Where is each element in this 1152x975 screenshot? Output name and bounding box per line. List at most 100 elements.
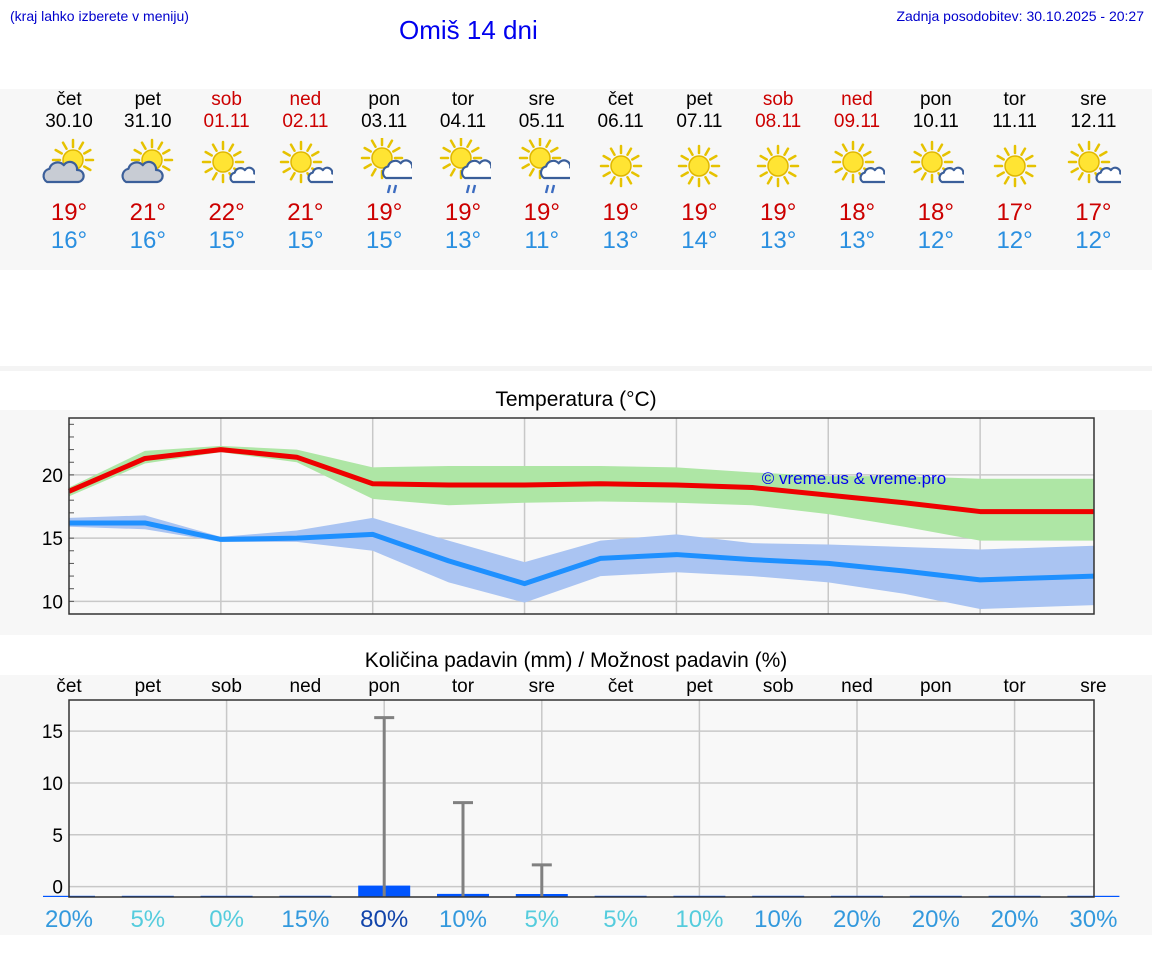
day-date: 09.11 — [833, 111, 881, 132]
max-temp-line — [68, 447, 1094, 515]
day-date: 12.11 — [1070, 111, 1117, 132]
min-temp: 12° — [917, 227, 954, 254]
sunny-icon — [599, 144, 642, 188]
min-temp: 13° — [602, 227, 639, 254]
precip-probability: 20% — [833, 906, 881, 933]
y-tick-label: 10 — [42, 774, 63, 795]
min-temp: 15° — [366, 227, 403, 254]
max-temp: 21° — [129, 199, 166, 226]
x-category-label: tor — [1004, 676, 1027, 697]
temperature-chart-title: Temperatura (°C) — [495, 388, 657, 411]
day-name: pet — [134, 89, 161, 110]
max-temp: 18° — [838, 199, 876, 226]
divider — [0, 366, 1152, 371]
day-name: sob — [762, 89, 794, 110]
max-temp: 17° — [1075, 199, 1112, 226]
mostly-sunny-icon — [280, 140, 334, 184]
forecast-day: sre 05.11 19° 11° — [497, 89, 587, 255]
y-tick-label: 15 — [42, 529, 63, 550]
precip-probability: 0% — [209, 906, 244, 933]
plot-frame — [68, 699, 1095, 898]
x-category-label: čet — [56, 676, 82, 697]
min-temp: 12° — [996, 227, 1033, 254]
day-date: 06.11 — [597, 111, 644, 132]
min-temp-line — [69, 520, 1095, 587]
forecast-day: sob 08.11 19° 13° — [733, 89, 823, 255]
min-temp: 13° — [760, 227, 797, 254]
partly-cloudy-icon — [42, 138, 95, 184]
x-category-label: pon — [368, 676, 400, 697]
x-category-label: čet — [608, 676, 634, 697]
day-name: čet — [607, 89, 634, 110]
forecast-day: pon 10.11 18° 12° — [891, 89, 981, 255]
day-date: 05.11 — [518, 111, 565, 132]
min-temp: 11° — [524, 227, 560, 254]
max-temp: 22° — [208, 199, 245, 226]
precip-probability: 80% — [360, 906, 408, 933]
rain-icon — [360, 138, 413, 194]
forecast-day: ned 02.11 21° 15° — [260, 89, 350, 255]
day-date: 08.11 — [755, 111, 802, 132]
day-name: tor — [451, 89, 475, 110]
max-temp: 18° — [917, 199, 954, 226]
x-category-label: pet — [686, 676, 713, 697]
precip-probability: 10% — [754, 906, 802, 933]
rain-icon — [518, 138, 570, 194]
x-category-label: sre — [1080, 676, 1106, 697]
precip-probability: 20% — [912, 906, 960, 933]
mostly-sunny-icon — [201, 140, 255, 184]
precip-probability: 5% — [130, 906, 165, 933]
precip-probability: 5% — [603, 906, 638, 933]
x-category-label: ned — [841, 676, 873, 697]
x-category-label: pon — [920, 676, 952, 697]
partly-cloudy-icon — [121, 138, 174, 184]
sunny-icon — [678, 144, 721, 188]
precip-probability: 10% — [675, 906, 723, 933]
min-temp: 13° — [444, 227, 482, 254]
day-name: tor — [1003, 89, 1026, 110]
max-temp: 19° — [602, 199, 639, 226]
day-name: ned — [841, 89, 873, 110]
forecast-day: ned 09.11 18° 13° — [812, 89, 902, 255]
forecast-day: sre 12.11 17° 12° — [1048, 89, 1138, 255]
day-name: ned — [289, 89, 322, 110]
y-tick-label: 15 — [42, 722, 63, 743]
day-date: 30.10 — [45, 111, 93, 132]
day-name: pon — [919, 89, 952, 110]
precip-probability: 15% — [281, 906, 329, 933]
day-name: pon — [368, 89, 401, 110]
day-name: sre — [528, 89, 555, 110]
x-category-label: sre — [529, 676, 555, 697]
forecast-day: tor 11.11 17° 12° — [970, 89, 1060, 255]
precip-probability: 5% — [524, 906, 559, 933]
temperature-chart: 10 15 20 © vreme.us & vreme.pro — [42, 417, 1095, 615]
forecast-day: čet 06.11 19° 13° — [576, 89, 666, 255]
max-temp: 19° — [50, 199, 88, 226]
day-date: 07.11 — [676, 111, 723, 132]
mostly-sunny-icon — [910, 140, 964, 184]
y-tick-label: 5 — [52, 826, 63, 847]
forecast-day: pet 31.10 21° 16° — [103, 89, 193, 255]
max-temp: 21° — [287, 199, 324, 226]
x-category-label: sob — [763, 676, 794, 697]
watermark: © vreme.us & vreme.pro — [762, 469, 946, 488]
precip-probability: 10% — [439, 906, 487, 933]
y-tick-label: 20 — [42, 466, 63, 487]
min-temp: 15° — [287, 227, 324, 254]
min-temp: 15° — [208, 227, 245, 254]
sunny-icon — [756, 144, 800, 188]
max-temp: 19° — [523, 199, 560, 226]
min-temp: 16° — [129, 227, 166, 254]
max-temp: 19° — [444, 199, 482, 226]
day-name: pet — [686, 89, 713, 110]
y-tick-label: 10 — [42, 592, 63, 613]
last-update: Zadnja posodobitev: 30.10.2025 - 20:27 — [896, 8, 1144, 24]
forecast-day: pon 03.11 19° 15° — [339, 89, 429, 255]
x-category-label: tor — [452, 676, 475, 697]
min-temp: 13° — [838, 227, 876, 254]
precipitation-chart: čet pet sob ned pon tor sre čet pet sob ned pon tor s… — [42, 676, 1120, 933]
max-temp: 19° — [681, 199, 718, 226]
location-hint: (kraj lahko izberete v meniju) — [10, 8, 189, 24]
day-name: sob — [211, 89, 242, 110]
rain-icon — [439, 138, 491, 194]
